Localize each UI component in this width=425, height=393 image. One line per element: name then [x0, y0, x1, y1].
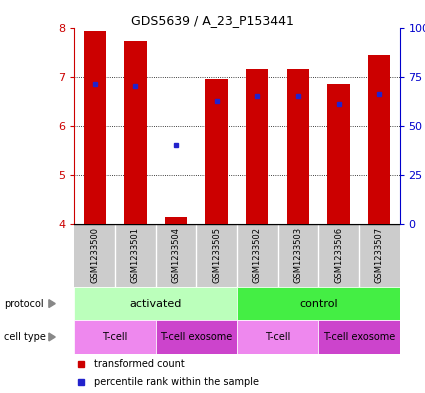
Text: GSM1233505: GSM1233505 [212, 227, 221, 283]
Text: percentile rank within the sample: percentile rank within the sample [94, 377, 259, 387]
Bar [368, 55, 390, 224]
Bar [205, 79, 228, 224]
Bar [74, 287, 237, 320]
Polygon shape [49, 299, 55, 307]
Text: cell type: cell type [4, 332, 46, 342]
Polygon shape [49, 333, 55, 341]
Bar [237, 320, 318, 354]
Bar [318, 320, 400, 354]
Bar [84, 31, 106, 224]
Text: GSM1233500: GSM1233500 [90, 227, 99, 283]
Bar [165, 217, 187, 224]
Text: GSM1233506: GSM1233506 [334, 227, 343, 283]
Text: GSM1233504: GSM1233504 [171, 227, 181, 283]
Text: activated: activated [130, 299, 182, 309]
Text: GSM1233503: GSM1233503 [293, 227, 303, 283]
Bar [327, 84, 350, 224]
Text: GDS5639 / A_23_P153441: GDS5639 / A_23_P153441 [131, 14, 294, 27]
Text: transformed count: transformed count [94, 359, 184, 369]
Text: GSM1233507: GSM1233507 [375, 227, 384, 283]
Text: GSM1233502: GSM1233502 [253, 227, 262, 283]
Bar [237, 287, 400, 320]
Bar [156, 320, 237, 354]
Text: T-cell: T-cell [102, 332, 128, 342]
Bar [287, 69, 309, 224]
Text: T-cell: T-cell [265, 332, 290, 342]
Bar [246, 69, 269, 224]
Text: T-cell exosome: T-cell exosome [323, 332, 395, 342]
Text: T-cell exosome: T-cell exosome [160, 332, 232, 342]
Text: control: control [299, 299, 337, 309]
Bar [124, 41, 147, 224]
Text: protocol: protocol [4, 299, 44, 309]
Bar [74, 320, 156, 354]
Text: GSM1233501: GSM1233501 [131, 227, 140, 283]
